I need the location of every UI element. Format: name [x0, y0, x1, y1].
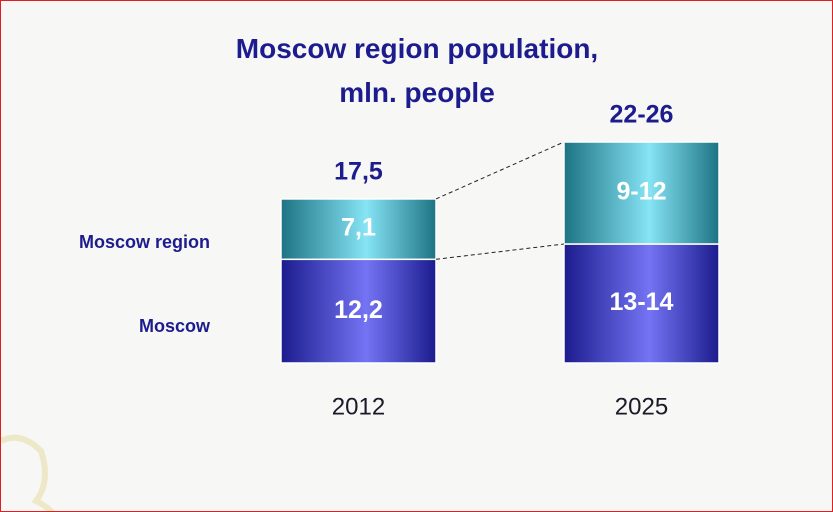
connector [435, 243, 565, 260]
total-label: 22-26 [610, 101, 674, 129]
bar-segment [563, 243, 720, 364]
legend-label: Moscow region [78, 232, 210, 252]
x-tick-label: 2025 [615, 393, 668, 420]
x-tick-label: 2012 [332, 393, 385, 420]
bar-segment [280, 198, 437, 261]
connector [435, 141, 565, 200]
legend-label: Moscow [138, 316, 210, 336]
bar-segment [563, 141, 720, 245]
value-label: 12,2 [334, 296, 383, 324]
value-label: 13-14 [610, 288, 674, 316]
value-label: 9-12 [616, 178, 666, 206]
background-map [1, 434, 55, 511]
total-label: 17,5 [334, 158, 383, 186]
value-label: 7,1 [341, 214, 376, 242]
chart-title: Moscow region population, mln. people [235, 33, 599, 108]
